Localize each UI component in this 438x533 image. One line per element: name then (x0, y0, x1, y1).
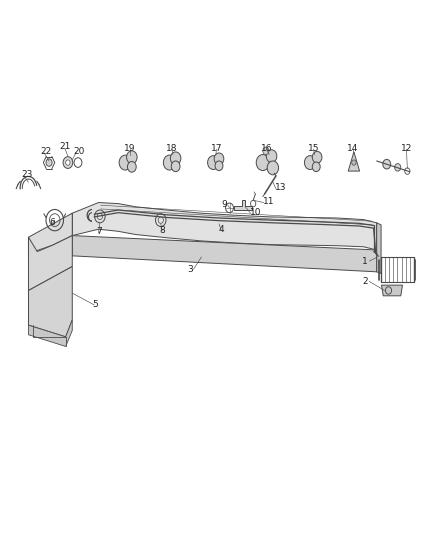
Text: 11: 11 (263, 197, 274, 206)
Text: 17: 17 (211, 144, 222, 152)
Polygon shape (72, 203, 377, 250)
Circle shape (312, 162, 320, 172)
Text: 4: 4 (219, 225, 225, 233)
Circle shape (170, 152, 181, 165)
Circle shape (352, 160, 356, 165)
Circle shape (266, 150, 277, 163)
Circle shape (127, 161, 136, 172)
Text: 1: 1 (362, 257, 368, 265)
Circle shape (208, 156, 219, 169)
Circle shape (383, 159, 391, 169)
Circle shape (46, 159, 52, 166)
Circle shape (66, 160, 70, 165)
Circle shape (119, 155, 131, 170)
Polygon shape (348, 152, 360, 171)
Circle shape (312, 151, 322, 163)
Text: 19: 19 (124, 144, 135, 152)
Text: 18: 18 (166, 144, 177, 152)
Text: 21: 21 (59, 142, 71, 150)
Polygon shape (28, 266, 72, 337)
Text: 15: 15 (308, 144, 319, 152)
Text: 23: 23 (21, 171, 32, 179)
Circle shape (256, 155, 269, 171)
Text: 9: 9 (221, 200, 227, 208)
Circle shape (385, 287, 392, 294)
Polygon shape (377, 223, 381, 273)
Polygon shape (28, 290, 33, 325)
Text: 16: 16 (261, 144, 272, 152)
Circle shape (215, 161, 223, 171)
Text: 22: 22 (41, 148, 52, 156)
Polygon shape (28, 320, 72, 346)
Text: 5: 5 (92, 301, 98, 309)
Text: 10: 10 (250, 208, 261, 216)
Circle shape (395, 164, 401, 171)
Text: 7: 7 (96, 228, 102, 236)
Polygon shape (234, 200, 252, 210)
Text: 3: 3 (187, 265, 193, 273)
Circle shape (304, 156, 316, 169)
Circle shape (127, 151, 137, 164)
Polygon shape (72, 236, 377, 272)
Text: 2: 2 (362, 277, 368, 286)
Text: 13: 13 (275, 183, 286, 192)
Polygon shape (28, 236, 72, 290)
Text: 14: 14 (347, 144, 359, 152)
Text: 20: 20 (73, 148, 85, 156)
Polygon shape (28, 213, 72, 257)
Circle shape (63, 157, 73, 168)
Circle shape (163, 155, 176, 170)
Text: 8: 8 (160, 226, 166, 235)
Circle shape (267, 161, 279, 175)
Circle shape (214, 153, 224, 165)
Circle shape (263, 147, 269, 155)
Text: 12: 12 (401, 144, 412, 152)
Polygon shape (381, 285, 403, 296)
Polygon shape (53, 213, 72, 266)
Text: 6: 6 (49, 219, 55, 227)
Circle shape (171, 161, 180, 172)
